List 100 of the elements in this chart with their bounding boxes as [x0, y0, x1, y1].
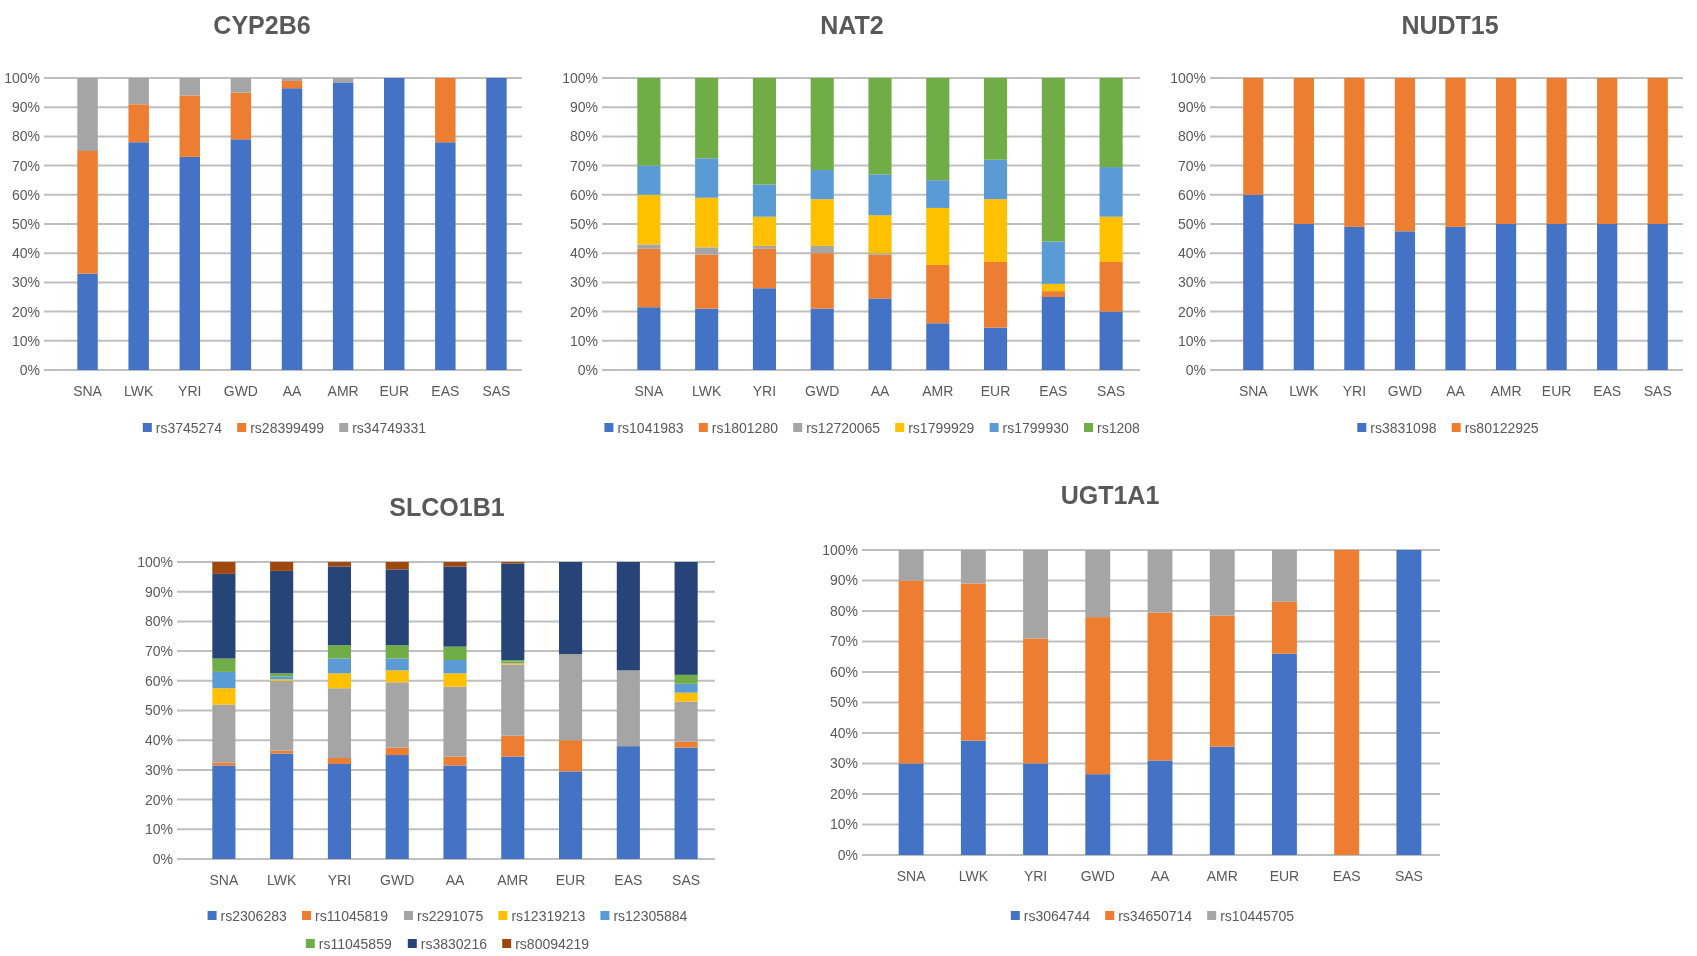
x-tick-label: EAS [614, 872, 643, 888]
y-tick-label: 10% [1177, 332, 1206, 349]
y-tick-label: 60% [11, 186, 40, 203]
bar [230, 92, 252, 140]
legend-label: rs34650714 [1118, 907, 1193, 924]
bar [1597, 78, 1618, 224]
bar [327, 645, 351, 659]
bar [1099, 216, 1123, 262]
bar [1495, 224, 1517, 370]
bar [501, 664, 525, 736]
bar [695, 78, 719, 159]
bar [695, 308, 719, 370]
y-tick-label: 100% [137, 553, 173, 570]
bar [327, 688, 351, 759]
y-tick-label: 20% [829, 785, 858, 802]
x-tick-label: GWD [1387, 383, 1423, 399]
bar [212, 688, 236, 705]
y-tick-label: 30% [829, 755, 858, 772]
bar [559, 562, 583, 655]
chart-title: CYP2B6 [213, 11, 311, 39]
bar [616, 562, 640, 671]
bar [695, 158, 719, 198]
bar [270, 570, 294, 674]
legend-label: rs12305884 [613, 907, 688, 924]
bar [385, 682, 409, 748]
y-tick-label: 20% [11, 303, 40, 320]
bar [443, 673, 467, 687]
bar [960, 583, 986, 741]
x-tick-label: SNA [896, 868, 927, 884]
bar [486, 78, 507, 370]
y-tick-label: 80% [144, 613, 173, 630]
bar [1023, 550, 1048, 639]
y-tick-label: 10% [144, 821, 173, 838]
x-tick-label: EUR [379, 383, 409, 399]
bar [1344, 78, 1365, 227]
bar [810, 245, 834, 254]
y-tick-label: 80% [569, 128, 598, 145]
chart-title: SLCO1B1 [389, 493, 505, 521]
legend-label: rs12319213 [511, 907, 586, 924]
bar [1647, 78, 1668, 224]
bar [1209, 615, 1235, 747]
y-tick-label: 60% [569, 186, 598, 203]
bar [1099, 311, 1123, 370]
bar [1243, 194, 1264, 370]
bar [1396, 550, 1422, 855]
x-tick-label: SNA [209, 872, 239, 888]
bar [501, 563, 525, 661]
bar [443, 765, 467, 859]
x-tick-label: LWK [958, 868, 989, 884]
bar [443, 686, 467, 757]
y-tick-label: 60% [829, 663, 858, 680]
bar [637, 78, 661, 166]
x-tick-label: LWK [1289, 383, 1320, 399]
bar [1597, 224, 1618, 370]
bar [868, 298, 892, 370]
bar [616, 670, 640, 747]
chart-title: UGT1A1 [1060, 481, 1160, 509]
bar [1041, 283, 1065, 292]
bar [179, 95, 200, 157]
bar [212, 765, 236, 859]
y-tick-label: 30% [569, 274, 598, 291]
bar [674, 562, 698, 675]
bar [752, 288, 776, 370]
bar [1445, 226, 1466, 370]
bar [1085, 550, 1111, 618]
bar [674, 683, 698, 693]
bar [637, 244, 661, 249]
y-tick-label: 90% [569, 99, 598, 116]
bar [674, 674, 698, 684]
x-tick-label: GWD [805, 383, 840, 399]
bar [1209, 550, 1235, 616]
x-tick-label: SNA [1238, 383, 1269, 399]
bar [1647, 224, 1668, 370]
bar [1546, 224, 1567, 370]
bar [212, 704, 236, 763]
bar [1445, 78, 1466, 227]
bar [212, 658, 236, 672]
bar [1147, 612, 1173, 761]
x-tick-label: AMR [497, 872, 529, 888]
bar [1023, 763, 1048, 855]
bar [1209, 746, 1235, 855]
legend-label: rs1799929 [908, 419, 975, 436]
bar [926, 207, 950, 265]
y-tick-label: 70% [569, 157, 598, 174]
legend-label: rs1041983 [617, 419, 684, 436]
legend-label: rs3831098 [1370, 419, 1437, 436]
bar [1394, 78, 1416, 232]
bar [1099, 261, 1123, 312]
legend-label: rs10445705 [1220, 907, 1295, 924]
bar [1344, 226, 1365, 370]
bar [230, 78, 252, 93]
bar [385, 569, 409, 646]
bar [443, 660, 467, 674]
bar [1041, 78, 1065, 242]
x-tick-label: EUR [555, 872, 586, 888]
x-tick-label: EUR [980, 383, 1011, 399]
bar [179, 156, 200, 370]
bar [637, 248, 661, 308]
y-tick-label: 70% [11, 157, 40, 174]
y-tick-label: 90% [144, 583, 173, 600]
